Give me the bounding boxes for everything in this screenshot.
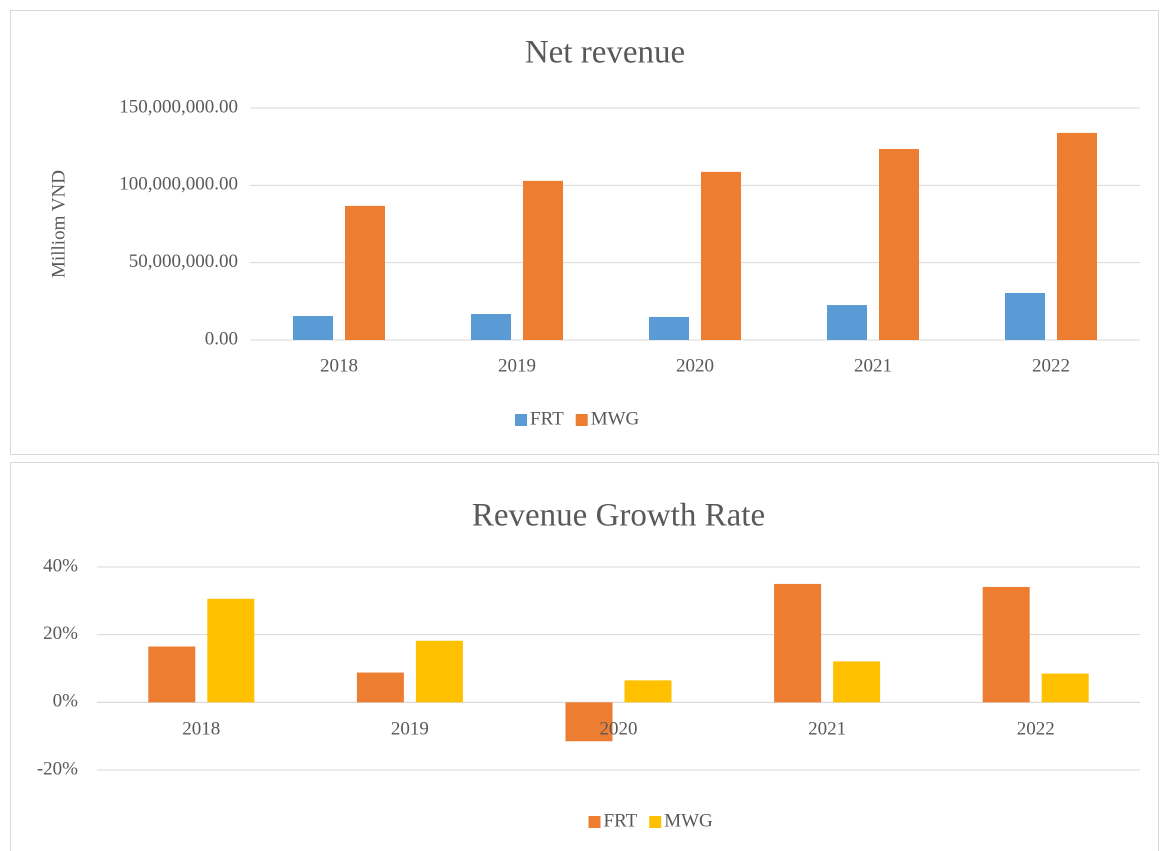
chart-title: Net revenue: [525, 35, 685, 71]
bar: [1005, 292, 1045, 340]
y-tick-label: 20%: [43, 623, 78, 644]
bar: [523, 180, 563, 340]
bar: [1057, 132, 1097, 340]
bar: [624, 680, 672, 703]
bar: [833, 661, 881, 703]
chart-frame: [10, 10, 1159, 455]
legend-swatch: [575, 414, 588, 426]
y-axis-title: Milliom VND: [48, 170, 69, 278]
chart-frame: [10, 462, 1159, 851]
x-tick-label: 2020: [600, 718, 638, 739]
x-tick-label: 2018: [320, 355, 358, 376]
x-tick-label: 2018: [182, 718, 220, 739]
x-tick-label: 2019: [391, 718, 429, 739]
y-tick-label: 50,000,000.00: [129, 251, 238, 272]
x-tick-label: 2019: [498, 355, 536, 376]
x-tick-label: 2021: [854, 355, 892, 376]
legend-label: MWG: [664, 810, 713, 831]
legend-swatch: [588, 816, 601, 828]
bar: [471, 314, 511, 340]
x-tick-label: 2020: [676, 355, 714, 376]
bar: [879, 148, 919, 340]
x-tick-label: 2022: [1017, 718, 1055, 739]
bar: [148, 646, 196, 703]
bar: [982, 586, 1030, 703]
x-tick-label: 2021: [808, 718, 846, 739]
bar: [774, 583, 822, 703]
bar: [1041, 673, 1089, 703]
bar: [293, 316, 333, 340]
y-tick-label: 0%: [53, 691, 79, 712]
bar: [649, 316, 689, 340]
chart-title: Revenue Growth Rate: [472, 498, 765, 534]
legend-label: MWG: [591, 408, 640, 429]
bar: [207, 598, 255, 703]
legend-label: FRT: [530, 408, 564, 429]
bar: [345, 205, 385, 340]
legend-label: FRT: [604, 810, 638, 831]
legend-swatch: [649, 816, 662, 828]
x-tick-label: 2022: [1032, 355, 1070, 376]
y-tick-label: 150,000,000.00: [119, 96, 238, 117]
bar: [565, 702, 613, 742]
bar: [356, 672, 404, 703]
bar: [827, 305, 867, 340]
legend-swatch: [515, 414, 527, 426]
y-tick-label: 40%: [43, 555, 78, 576]
bar: [701, 171, 741, 340]
bar: [415, 640, 463, 703]
y-tick-label: 0.00: [205, 328, 238, 349]
y-tick-label: 100,000,000.00: [119, 174, 238, 195]
y-tick-label: -20%: [37, 758, 78, 779]
